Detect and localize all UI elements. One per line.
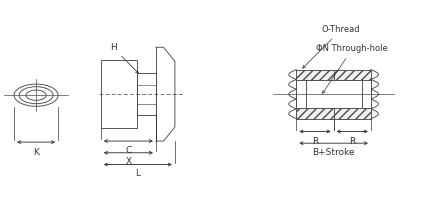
Text: X: X (125, 157, 131, 167)
Bar (137, 73, 156, 116)
Text: H: H (110, 43, 138, 73)
Bar (334, 80, 371, 108)
Bar (334, 70, 371, 119)
Bar (306, 80, 362, 108)
Bar (101, 60, 137, 128)
Text: R: R (312, 137, 318, 146)
Text: ΦN Through-hole: ΦN Through-hole (317, 44, 388, 93)
Text: O-Thread: O-Thread (302, 25, 360, 68)
Bar (296, 70, 334, 119)
Text: L: L (135, 169, 141, 178)
Text: R: R (349, 137, 355, 146)
Text: C: C (125, 146, 132, 155)
Text: K: K (33, 148, 39, 157)
Text: B+Stroke: B+Stroke (312, 148, 355, 157)
Bar (296, 80, 334, 108)
